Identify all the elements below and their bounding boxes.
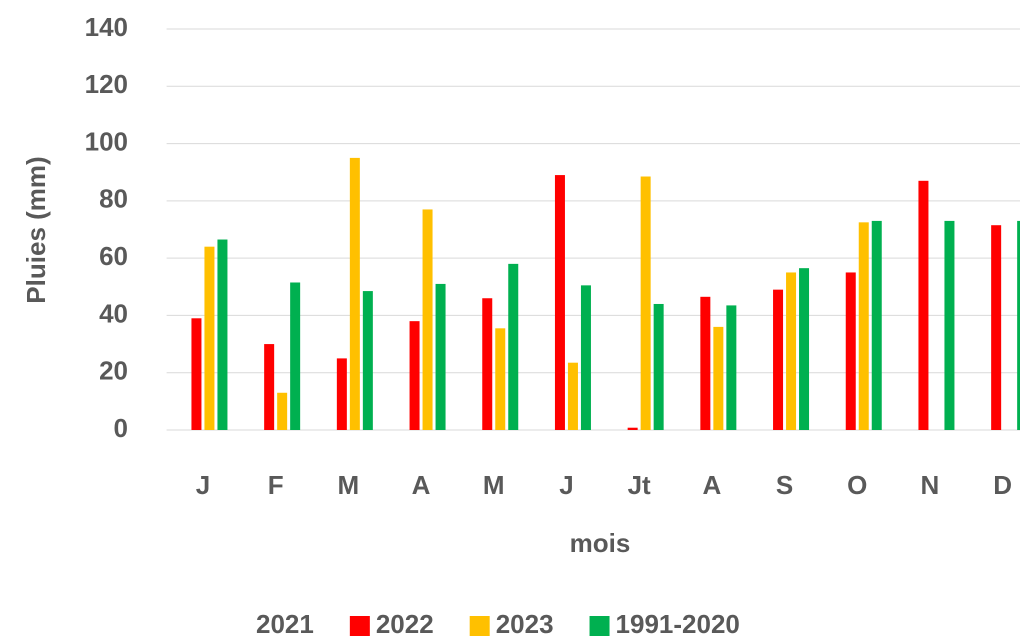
- x-tick-label: J: [559, 470, 573, 500]
- bar: [858, 222, 869, 430]
- legend-swatch: [589, 616, 610, 636]
- x-tick-label: D: [993, 470, 1012, 500]
- bar: [362, 291, 373, 430]
- bar: [918, 180, 929, 430]
- bar: [336, 358, 347, 430]
- bar: [713, 326, 724, 430]
- y-tick-label: 60: [99, 241, 128, 271]
- bar: [653, 303, 664, 430]
- bar: [871, 220, 882, 430]
- bar: [204, 246, 215, 430]
- bar: [991, 225, 1002, 430]
- bar: [786, 272, 797, 430]
- y-tick-label: 140: [85, 12, 128, 42]
- x-tick-label: A: [412, 470, 431, 500]
- bar: [349, 157, 360, 430]
- bar: [422, 209, 433, 430]
- x-tick-label: J: [196, 470, 210, 500]
- legend-label: 2023: [496, 609, 554, 639]
- x-tick-label: A: [702, 470, 721, 500]
- legend-swatch: [349, 616, 370, 636]
- y-tick-label: 20: [99, 356, 128, 386]
- bar: [580, 285, 591, 430]
- y-tick-label: 120: [85, 69, 128, 99]
- bar: [640, 176, 651, 430]
- bar: [627, 427, 638, 430]
- bar: [508, 263, 519, 430]
- x-tick-label: M: [483, 470, 505, 500]
- x-tick-label: Jt: [628, 470, 651, 500]
- bar: [435, 283, 446, 430]
- bar: [482, 298, 493, 430]
- bar: [799, 268, 810, 430]
- legend-label: 2021: [256, 609, 314, 639]
- x-tick-label: F: [268, 470, 284, 500]
- bar: [554, 175, 565, 430]
- y-tick-label: 80: [99, 184, 128, 214]
- bar: [944, 220, 955, 430]
- y-tick-label: 40: [99, 298, 128, 328]
- bar: [726, 305, 737, 430]
- bar: [567, 362, 578, 430]
- x-tick-label: S: [776, 470, 793, 500]
- x-tick-label: M: [338, 470, 360, 500]
- y-tick-label: 0: [114, 413, 128, 443]
- legend-swatch: [469, 616, 490, 636]
- bar: [1017, 220, 1020, 430]
- bar: [290, 282, 301, 430]
- bar: [773, 289, 784, 430]
- bar: [495, 328, 506, 430]
- bar: [277, 392, 288, 430]
- bar: [191, 318, 202, 430]
- bar: [845, 272, 856, 430]
- y-axis-label: Pluies (mm): [21, 156, 51, 303]
- bar: [409, 321, 420, 430]
- y-tick-label: 100: [85, 126, 128, 156]
- x-tick-label: O: [847, 470, 867, 500]
- legend-label: 2022: [376, 609, 434, 639]
- legend-swatch: [230, 616, 250, 636]
- bar: [264, 344, 275, 430]
- x-tick-label: N: [921, 470, 940, 500]
- x-axis-label: mois: [570, 528, 631, 558]
- legend-label: 1991-2020: [616, 609, 740, 639]
- bar: [217, 239, 228, 430]
- bar: [700, 296, 711, 430]
